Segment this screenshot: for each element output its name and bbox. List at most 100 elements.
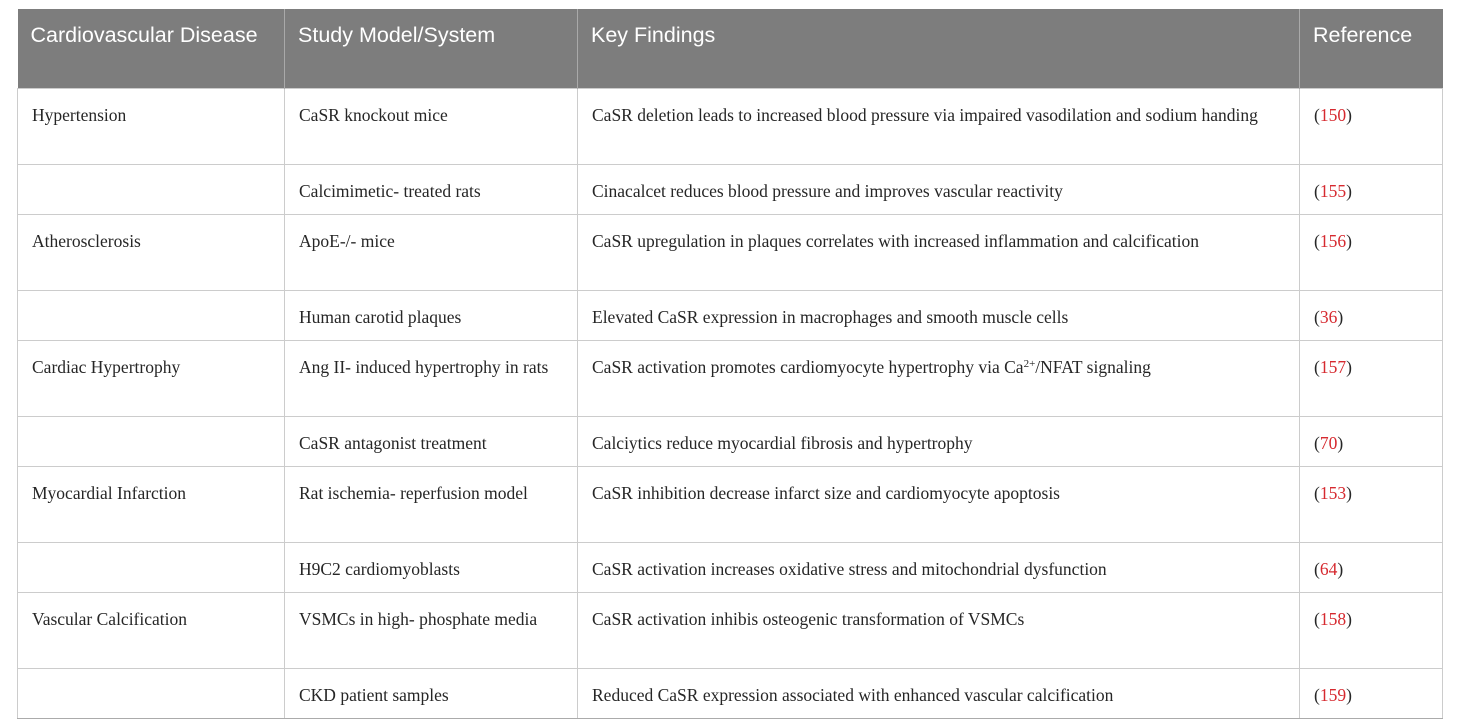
finding-text: CaSR activation increases oxidative stre… [592, 558, 1107, 579]
reference-paren-close: ) [1346, 482, 1352, 503]
finding-text: CaSR activation promotes cardiomyocyte h… [592, 356, 1024, 377]
disease-cell [17, 541, 285, 593]
disease-label: Hypertension [32, 104, 127, 125]
column-header-key-findings: Key Findings [577, 9, 1300, 88]
disease-cell [17, 667, 285, 719]
finding-cell: Calciytics reduce myocardial fibrosis an… [577, 415, 1300, 467]
model-label: Calcimimetic- treated rats [299, 180, 481, 201]
table-row: Vascular Calcification VSMCs in high- ph… [17, 591, 1443, 669]
disease-cell [17, 163, 285, 215]
disease-label: Vascular Calcification [32, 608, 188, 629]
reference-paren-close: ) [1346, 230, 1352, 251]
table-row: Calcimimetic- treated rats Cinacalcet re… [17, 163, 1443, 215]
model-label: CaSR antagonist treatment [299, 432, 487, 453]
finding-text: Elevated CaSR expression in macrophages … [592, 306, 1069, 327]
reference-cell: (64) [1299, 541, 1443, 593]
model-label: CaSR knockout mice [299, 104, 448, 125]
reference-paren-open: ( [1314, 180, 1320, 201]
reference-paren-open: ( [1314, 230, 1320, 251]
finding-cell: Cinacalcet reduces blood pressure and im… [577, 163, 1300, 215]
reference-paren-close: ) [1346, 180, 1352, 201]
model-cell: CKD patient samples [284, 667, 578, 719]
reference-link[interactable]: 158 [1319, 608, 1347, 629]
table-row: Cardiac Hypertrophy Ang II- induced hype… [17, 339, 1443, 417]
model-cell: VSMCs in high- phosphate media [284, 591, 578, 669]
reference-paren-close: ) [1346, 684, 1352, 705]
reference-paren-close: ) [1346, 356, 1352, 377]
reference-paren-close: ) [1337, 432, 1344, 453]
reference-paren-open: ( [1314, 306, 1320, 327]
reference-link[interactable]: 157 [1319, 356, 1347, 377]
finding-text: Calciytics reduce myocardial fibrosis an… [592, 432, 973, 453]
reference-paren-open: ( [1314, 558, 1320, 579]
finding-text: Reduced CaSR expression associated with … [592, 684, 1114, 705]
finding-cell: CaSR activation promotes cardiomyocyte h… [577, 339, 1300, 417]
reference-link[interactable]: 155 [1319, 180, 1347, 201]
model-cell: H9C2 cardiomyoblasts [284, 541, 578, 593]
reference-paren-open: ( [1314, 432, 1320, 453]
model-label: Human carotid plaques [299, 306, 462, 327]
disease-cell: Vascular Calcification [17, 591, 285, 669]
finding-text: CaSR deletion leads to increased blood p… [592, 104, 1258, 125]
model-cell: Human carotid plaques [284, 289, 578, 341]
disease-label: Atherosclerosis [32, 230, 141, 251]
reference-link[interactable]: 36 [1319, 306, 1338, 327]
reference-link[interactable]: 156 [1319, 230, 1347, 251]
reference-paren-close: ) [1337, 558, 1344, 579]
disease-cell: Hypertension [17, 87, 285, 165]
model-cell: Ang II- induced hypertrophy in rats [284, 339, 578, 417]
model-cell: ApoE-/- mice [284, 213, 578, 291]
disease-cell [17, 415, 285, 467]
reference-cell: (36) [1299, 289, 1443, 341]
finding-cell: Reduced CaSR expression associated with … [577, 667, 1300, 719]
reference-paren-open: ( [1314, 104, 1320, 125]
table-row: Human carotid plaques Elevated CaSR expr… [17, 289, 1443, 341]
reference-link[interactable]: 150 [1319, 104, 1347, 125]
reference-cell: (158) [1299, 591, 1443, 669]
disease-cell: Myocardial Infarction [17, 465, 285, 543]
finding-text: CaSR inhibition decrease infarct size an… [592, 482, 1060, 503]
column-header-reference: Reference [1299, 9, 1443, 88]
reference-link[interactable]: 159 [1319, 684, 1347, 705]
finding-cell: CaSR inhibition decrease infarct size an… [577, 465, 1300, 543]
disease-label: Cardiac Hypertrophy [32, 356, 181, 377]
study-models-table: Cardiovascular Disease Study Model/Syste… [17, 9, 1443, 719]
table-row: Myocardial Infarction Rat ischemia- repe… [17, 465, 1443, 543]
reference-paren-close: ) [1337, 306, 1344, 327]
finding-cell: CaSR upregulation in plaques correlates … [577, 213, 1300, 291]
model-cell: CaSR knockout mice [284, 87, 578, 165]
model-cell: Calcimimetic- treated rats [284, 163, 578, 215]
superscript-2plus: 2+ [1023, 357, 1036, 370]
model-label: VSMCs in high- phosphate media [299, 608, 538, 629]
reference-cell: (159) [1299, 667, 1443, 719]
reference-cell: (153) [1299, 465, 1443, 543]
table-row: Hypertension CaSR knockout mice CaSR del… [17, 87, 1443, 165]
reference-paren-open: ( [1314, 684, 1320, 705]
reference-paren-close: ) [1346, 104, 1352, 125]
finding-text: CaSR activation inhibis osteogenic trans… [592, 608, 1025, 629]
disease-label: Myocardial Infarction [32, 482, 187, 503]
finding-text: /NFAT signaling [1035, 356, 1151, 377]
column-header-cardiovascular-disease: Cardiovascular Disease [17, 9, 285, 88]
table-row: CKD patient samples Reduced CaSR express… [17, 667, 1443, 719]
model-label: Rat ischemia- reperfusion model [299, 482, 528, 503]
finding-text: Cinacalcet reduces blood pressure and im… [592, 180, 1063, 201]
finding-cell: CaSR activation increases oxidative stre… [577, 541, 1300, 593]
reference-paren-open: ( [1314, 356, 1320, 377]
reference-link[interactable]: 153 [1319, 482, 1347, 503]
column-header-study-model: Study Model/System [284, 9, 578, 88]
disease-cell: Cardiac Hypertrophy [17, 339, 285, 417]
reference-link[interactable]: 64 [1319, 558, 1338, 579]
reference-cell: (155) [1299, 163, 1443, 215]
finding-cell: CaSR activation inhibis osteogenic trans… [577, 591, 1300, 669]
model-label: H9C2 cardiomyoblasts [299, 558, 460, 579]
reference-link[interactable]: 70 [1319, 432, 1338, 453]
table-row: H9C2 cardiomyoblasts CaSR activation inc… [17, 541, 1443, 593]
disease-cell [17, 289, 285, 341]
reference-paren-open: ( [1314, 608, 1320, 629]
model-label: Ang II- induced hypertrophy in rats [299, 356, 549, 377]
finding-cell: CaSR deletion leads to increased blood p… [577, 87, 1300, 165]
reference-paren-close: ) [1346, 608, 1352, 629]
reference-paren-open: ( [1314, 482, 1320, 503]
model-cell: CaSR antagonist treatment [284, 415, 578, 467]
